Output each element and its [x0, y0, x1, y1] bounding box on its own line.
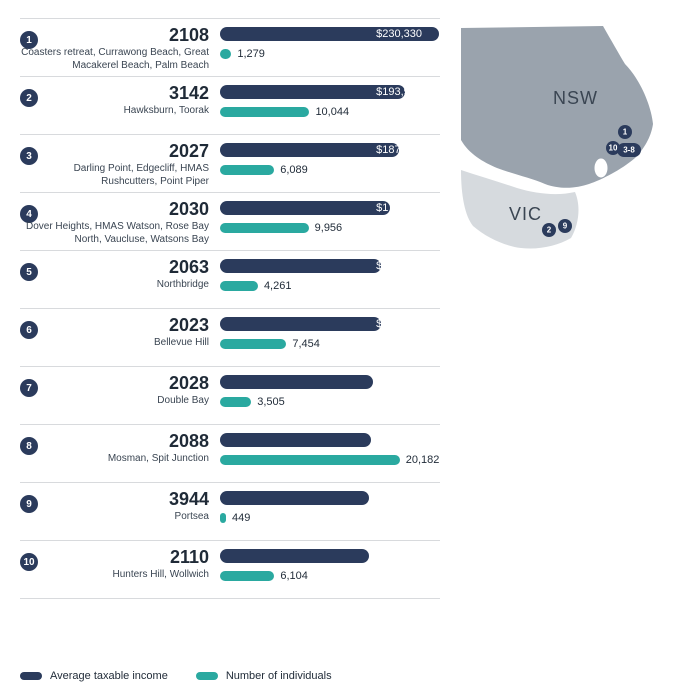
suburb-names: Double Bay [20, 395, 209, 408]
row-labels: 2088Mosman, Spit Junction [20, 431, 215, 466]
income-value-label: $156,069 [283, 548, 432, 564]
income-value-label: $156,079 [283, 490, 432, 506]
individuals-bar [220, 107, 309, 117]
row-bars: $193,904 10,044 [220, 83, 440, 122]
individuals-value-label: 10,044 [315, 104, 349, 120]
individuals-value-label: 6,104 [280, 568, 308, 584]
individuals-bar [220, 281, 258, 291]
chart-row: 102110Hunters Hill, Wollwich$156,0696,10… [20, 540, 440, 598]
income-value-label: $187,769 [253, 142, 432, 158]
individuals-bar [220, 165, 274, 175]
map-dot-label-1: 1 [623, 128, 628, 137]
legend-item-income: Average taxable income [20, 670, 168, 682]
individuals-bar [220, 571, 274, 581]
chart-row: 42030Dover Heights, HMAS Watson, Rose Ba… [20, 192, 440, 250]
income-value-label: $230,330 [213, 26, 432, 42]
individuals-bar [220, 49, 231, 59]
chart-row: 93944Portsea$156,079449 [20, 482, 440, 540]
legend-label-income: Average taxable income [50, 670, 168, 682]
row-labels: 3944Portsea [20, 489, 215, 524]
row-labels: 2063Northbridge [20, 257, 215, 292]
chart-row: 62023Bellevue Hill$169,3347,454 [20, 308, 440, 366]
income-value-label: $178,282 [262, 200, 432, 216]
row-bars: $160,378 3,505 [220, 373, 440, 412]
chart-row: 12108Coasters retreat, Currawong Beach, … [20, 18, 440, 76]
row-labels: 2110Hunters Hill, Wollwich [20, 547, 215, 582]
postcode: 2027 [20, 141, 209, 162]
individuals-bar [220, 513, 226, 523]
row-labels: 2030Dover Heights, HMAS Watson, Rose Bay… [20, 199, 215, 246]
income-value-label: $158,897 [281, 432, 432, 448]
suburb-names: Coasters retreat, Currawong Beach, Great… [20, 47, 209, 72]
row-labels: 2108Coasters retreat, Currawong Beach, G… [20, 25, 215, 72]
individuals-value-label: 7,454 [292, 336, 320, 352]
map-label-vic: VIC [509, 204, 542, 224]
row-bars: $178,282 9,956 [220, 199, 440, 238]
row-labels: 2023Bellevue Hill [20, 315, 215, 350]
legend-swatch-individuals [196, 672, 218, 680]
individuals-value-label: 1,279 [237, 46, 265, 62]
row-bars: $158,897 20,182 [220, 431, 440, 470]
postcode: 2108 [20, 25, 209, 46]
row-labels: 3142Hawksburn, Toorak [20, 83, 215, 118]
suburb-names: Portsea [20, 511, 209, 524]
individuals-value-label: 449 [232, 510, 250, 526]
suburb-names: Bellevue Hill [20, 337, 209, 350]
map-dot-label-2: 2 [547, 226, 552, 235]
chart-row: 52063Northbridge$169,3654,261 [20, 250, 440, 308]
suburb-names: Hunters Hill, Wollwich [20, 569, 209, 582]
row-bars: $156,069 6,104 [220, 547, 440, 586]
chart-row: 82088Mosman, Spit Junction$158,89720,182 [20, 424, 440, 482]
individuals-bar [220, 455, 400, 465]
income-value-label: $193,904 [247, 84, 432, 100]
postcode: 2030 [20, 199, 209, 220]
individuals-value-label: 9,956 [315, 220, 343, 236]
row-bars: $169,365 4,261 [220, 257, 440, 296]
row-bars: $169,334 7,454 [220, 315, 440, 354]
suburb-names: Dover Heights, HMAS Watson, Rose Bay Nor… [20, 221, 209, 246]
chart-legend: Average taxable income Number of individ… [20, 670, 332, 682]
legend-label-individuals: Number of individuals [226, 670, 332, 682]
chart-row: 32027Darling Point, Edgecliff, HMAS Rush… [20, 134, 440, 192]
postcode: 3944 [20, 489, 209, 510]
postcode: 2110 [20, 547, 209, 568]
row-bars: $156,079 449 [220, 489, 440, 528]
postcode: 2028 [20, 373, 209, 394]
income-value-label: $169,365 [271, 258, 432, 274]
map-dot-label-3-8: 3-8 [623, 146, 635, 155]
row-bars: $187,769 6,089 [220, 141, 440, 180]
legend-swatch-income [20, 672, 42, 680]
row-labels: 2028Double Bay [20, 373, 215, 408]
map-dot-label-10: 10 [609, 144, 618, 153]
postcode: 2023 [20, 315, 209, 336]
suburb-names: Darling Point, Edgecliff, HMAS Rushcutte… [20, 163, 209, 188]
individuals-value-label: 3,505 [257, 394, 285, 410]
ranked-bar-chart: 12108Coasters retreat, Currawong Beach, … [20, 18, 440, 599]
chart-row: 23142Hawksburn, Toorak$193,90410,044 [20, 76, 440, 134]
locator-map: NSW VIC 1 10 3-8 2 9 [453, 20, 671, 270]
individuals-value-label: 4,261 [264, 278, 292, 294]
income-value-label: $160,378 [279, 374, 432, 390]
individuals-bar [220, 223, 309, 233]
suburb-names: Mosman, Spit Junction [20, 453, 209, 466]
map-label-nsw: NSW [553, 88, 598, 108]
postcode: 2063 [20, 257, 209, 278]
income-value-label: $169,334 [271, 316, 432, 332]
chart-row: 72028Double Bay$160,3783,505 [20, 366, 440, 424]
map-dot-label-9: 9 [563, 222, 568, 231]
individuals-bar [220, 397, 251, 407]
row-labels: 2027Darling Point, Edgecliff, HMAS Rushc… [20, 141, 215, 188]
row-bars: $230,3301,279 [220, 25, 440, 64]
postcode: 3142 [20, 83, 209, 104]
individuals-bar [220, 339, 286, 349]
legend-item-individuals: Number of individuals [196, 670, 332, 682]
postcode: 2088 [20, 431, 209, 452]
suburb-names: Hawksburn, Toorak [20, 105, 209, 118]
suburb-names: Northbridge [20, 279, 209, 292]
map-region-act [594, 158, 608, 178]
individuals-value-label: 6,089 [280, 162, 308, 178]
individuals-value-label: 20,182 [406, 452, 440, 468]
